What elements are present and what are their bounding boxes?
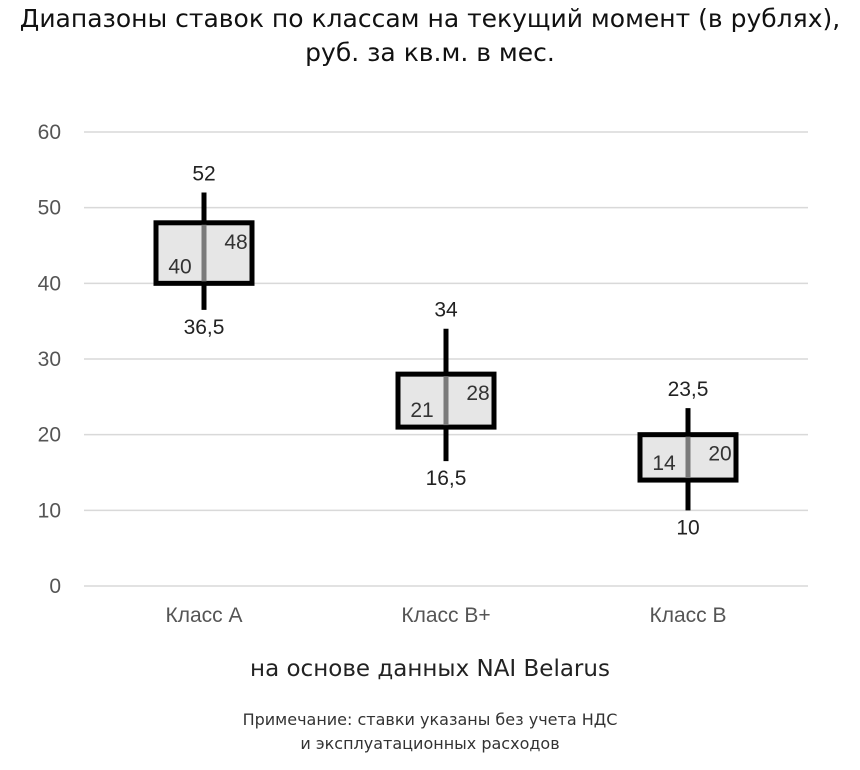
range-3-high-label: 20 bbox=[708, 443, 731, 466]
range-3-max-label: 23,5 bbox=[668, 378, 709, 401]
y-tick-label-50: 50 bbox=[38, 197, 61, 220]
chart-title-line-2: руб. за кв.м. в мес. bbox=[305, 38, 555, 67]
chart-title-line-1: Диапазоны ставок по классам на текущий м… bbox=[19, 4, 841, 33]
range-2-max-label: 34 bbox=[434, 299, 458, 322]
y-tick-label-0: 0 bbox=[49, 575, 61, 598]
range-1-low-label: 40 bbox=[168, 255, 191, 278]
y-tick-label-30: 30 bbox=[38, 348, 61, 371]
range-2-high-label: 28 bbox=[466, 382, 489, 405]
x-category-label-2: Класс В+ bbox=[401, 604, 490, 627]
footnote-line-2: и эксплуатационных расходов bbox=[300, 734, 560, 753]
range-chart: 0 10 20 30 40 50 60 52 36,5 40 48 Класс А 34 16,5 21 28… bbox=[38, 121, 808, 627]
y-tick-label-20: 20 bbox=[38, 424, 61, 447]
range-1-max-label: 52 bbox=[192, 163, 215, 186]
y-tick-label-40: 40 bbox=[38, 272, 61, 295]
x-category-label-3: Класс В bbox=[649, 604, 726, 627]
y-tick-label-10: 10 bbox=[38, 499, 61, 522]
range-3-low-label: 14 bbox=[652, 452, 676, 475]
x-category-label-1: Класс А bbox=[165, 604, 242, 627]
footnote-line-1: Примечание: ставки указаны без учета НДС bbox=[242, 710, 618, 729]
y-tick-label-60: 60 bbox=[38, 121, 61, 144]
range-1-high-label: 48 bbox=[224, 231, 247, 254]
range-2-low-label: 21 bbox=[410, 399, 433, 422]
range-1-min-label: 36,5 bbox=[184, 316, 225, 339]
footnote: Примечание: ставки указаны без учета НДС… bbox=[0, 708, 860, 756]
chart-title: Диапазоны ставок по классам на текущий м… bbox=[0, 2, 860, 70]
source-caption: на основе данных NAI Belarus bbox=[250, 656, 610, 682]
range-2-min-label: 16,5 bbox=[426, 467, 467, 490]
range-3-min-label: 10 bbox=[676, 516, 699, 539]
